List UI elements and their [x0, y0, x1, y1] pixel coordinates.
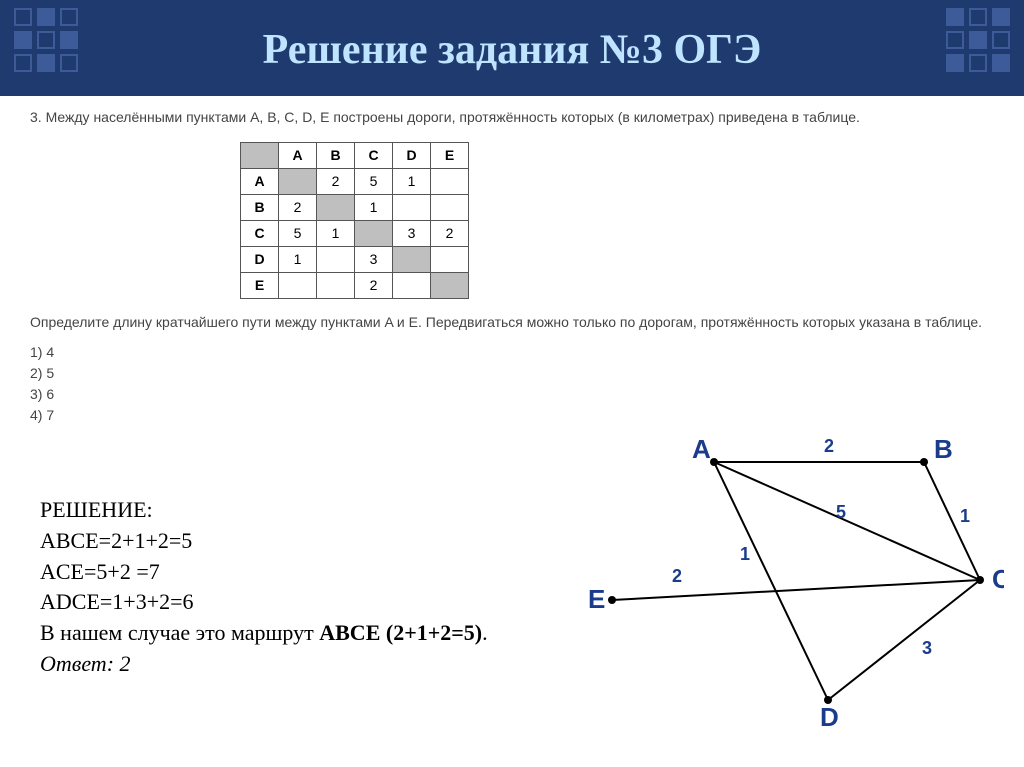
table-row-header: B: [241, 194, 279, 220]
table-col-header: E: [431, 142, 469, 168]
slide-header: Решение задания №3 ОГЭ: [0, 0, 1024, 96]
table-cell: 2: [355, 272, 393, 298]
table-cell: [431, 194, 469, 220]
solution-block: РЕШЕНИЕ: ABCE=2+1+2=5 ACE=5+2 =7 ADCE=1+…: [40, 495, 488, 680]
graph-edge-weight: 3: [922, 638, 932, 658]
graph-edge: [924, 462, 980, 580]
table-cell: 1: [355, 194, 393, 220]
table-row-header: D: [241, 246, 279, 272]
content-area: 3. Между населёнными пунктами A, B, C, D…: [30, 108, 1004, 426]
table-cell: 1: [393, 168, 431, 194]
graph-edge-weight: 1: [740, 544, 750, 564]
problem-number: 3.: [30, 109, 42, 125]
graph-node-label: C: [992, 564, 1004, 594]
table-cell: [279, 272, 317, 298]
option-1: 1) 4: [30, 342, 1004, 363]
table-cell: [317, 272, 355, 298]
table-cell: [431, 168, 469, 194]
table-row-header: C: [241, 220, 279, 246]
graph-node-dot: [976, 576, 984, 584]
table-cell: [279, 168, 317, 194]
graph-edge-weight: 2: [824, 436, 834, 456]
table-cell: [431, 272, 469, 298]
table-cell: [393, 194, 431, 220]
table-col-header: C: [355, 142, 393, 168]
solution-answer: Ответ: 2: [40, 649, 488, 680]
graph-node-label: E: [588, 584, 605, 614]
solution-line-4: В нашем случае это маршрут ABCE (2+1+2=5…: [40, 618, 488, 649]
table-cell: 1: [317, 220, 355, 246]
problem-statement: 3. Между населёнными пунктами A, B, C, D…: [30, 108, 1004, 128]
solution-line-2: ACE=5+2 =7: [40, 557, 488, 588]
table-corner: [241, 142, 279, 168]
graph-edge-weight: 1: [960, 506, 970, 526]
table-cell: 1: [279, 246, 317, 272]
problem-question: Определите длину кратчайшего пути между …: [30, 313, 1004, 333]
graph-edge: [828, 580, 980, 700]
table-cell: 2: [431, 220, 469, 246]
distance-table: ABCDEA251B21C5132D13E2: [240, 142, 469, 299]
graph-edge: [612, 580, 980, 600]
table-cell: [393, 272, 431, 298]
table-col-header: D: [393, 142, 431, 168]
table-cell: [431, 246, 469, 272]
table-cell: [317, 194, 355, 220]
option-4: 4) 7: [30, 405, 1004, 426]
table-cell: 3: [355, 246, 393, 272]
option-2: 2) 5: [30, 363, 1004, 384]
graph-node-label: B: [934, 434, 953, 464]
solution-heading: РЕШЕНИЕ:: [40, 495, 488, 526]
graph-edge: [714, 462, 828, 700]
problem-line1: Между населёнными пунктами A, B, C, D, E…: [46, 109, 860, 125]
table-cell: [355, 220, 393, 246]
graph-edge: [714, 462, 980, 580]
option-3: 3) 6: [30, 384, 1004, 405]
graph-diagram: 2 5 1 1 3 2 A B C D E: [584, 430, 1004, 740]
table-row-header: E: [241, 272, 279, 298]
table-cell: 5: [279, 220, 317, 246]
table-col-header: B: [317, 142, 355, 168]
table-cell: 5: [355, 168, 393, 194]
table-col-header: A: [279, 142, 317, 168]
graph-node-label: D: [820, 702, 839, 732]
graph-edge-weight: 2: [672, 566, 682, 586]
table-row-header: A: [241, 168, 279, 194]
graph-node-label: A: [692, 434, 711, 464]
solution-line-3: ADCE=1+3+2=6: [40, 587, 488, 618]
graph-node-dot: [920, 458, 928, 466]
graph-edge-weight: 5: [836, 502, 846, 522]
table-cell: 3: [393, 220, 431, 246]
table-cell: [317, 246, 355, 272]
graph-node-dot: [710, 458, 718, 466]
slide-title: Решение задания №3 ОГЭ: [0, 26, 1024, 74]
table-cell: 2: [279, 194, 317, 220]
answer-options: 1) 4 2) 5 3) 6 4) 7: [30, 342, 1004, 426]
table-cell: 2: [317, 168, 355, 194]
graph-node-dot: [608, 596, 616, 604]
solution-line-1: ABCE=2+1+2=5: [40, 526, 488, 557]
table-cell: [393, 246, 431, 272]
